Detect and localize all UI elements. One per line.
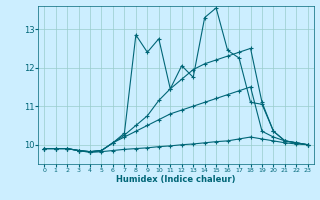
X-axis label: Humidex (Indice chaleur): Humidex (Indice chaleur) xyxy=(116,175,236,184)
